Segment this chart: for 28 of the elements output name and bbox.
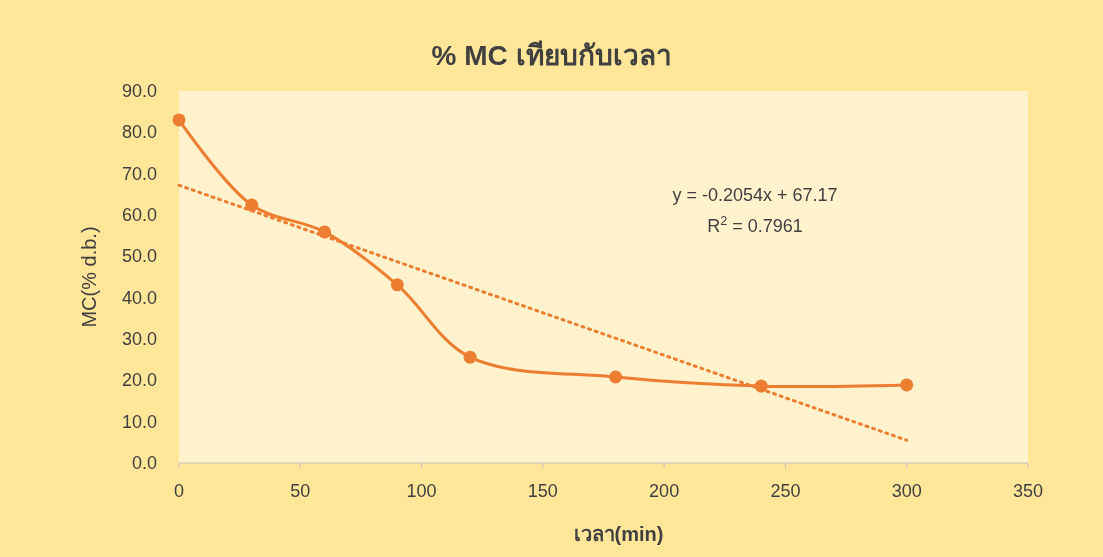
y-tick-label: 20.0 — [121, 370, 157, 391]
point — [900, 378, 914, 392]
y-tick-label: 0.0 — [131, 453, 157, 473]
x-tick-label: 100 — [406, 481, 437, 501]
y-tick-label: 50.0 — [121, 246, 157, 267]
y-tick-label: 70.0 — [121, 163, 157, 184]
y-tick-label: 40.0 — [121, 287, 157, 308]
x-tick-label: 350 — [1012, 481, 1044, 501]
x-tick-label: 0 — [173, 481, 185, 501]
x-tick-label: 150 — [527, 481, 558, 501]
x-axis-title: เวลา(min) — [573, 523, 664, 545]
point — [609, 370, 623, 384]
x-tick-label: 250 — [770, 481, 801, 501]
annotation: R$^{2}$ = 0.7961 — [707, 214, 803, 236]
point — [172, 113, 186, 127]
y-tick-label: 80.0 — [121, 122, 157, 143]
x-tick-label: 200 — [649, 481, 680, 501]
annotation: y = -0.2054x + 67.17 — [672, 185, 838, 205]
chart-title: % MC เทียบกับเวลา — [431, 40, 672, 71]
y-tick-label: 10.0 — [121, 411, 157, 432]
y-tick-label: 90.0 — [121, 81, 157, 101]
y-tick-label: 30.0 — [121, 329, 157, 349]
x-tick-label: 50 — [290, 481, 311, 501]
x-tick-label: 300 — [891, 481, 922, 501]
point — [463, 350, 477, 364]
y-axis-title: MC(% d.b.) — [78, 226, 100, 328]
point — [390, 278, 404, 292]
y-tick-label: 60.0 — [121, 205, 157, 225]
